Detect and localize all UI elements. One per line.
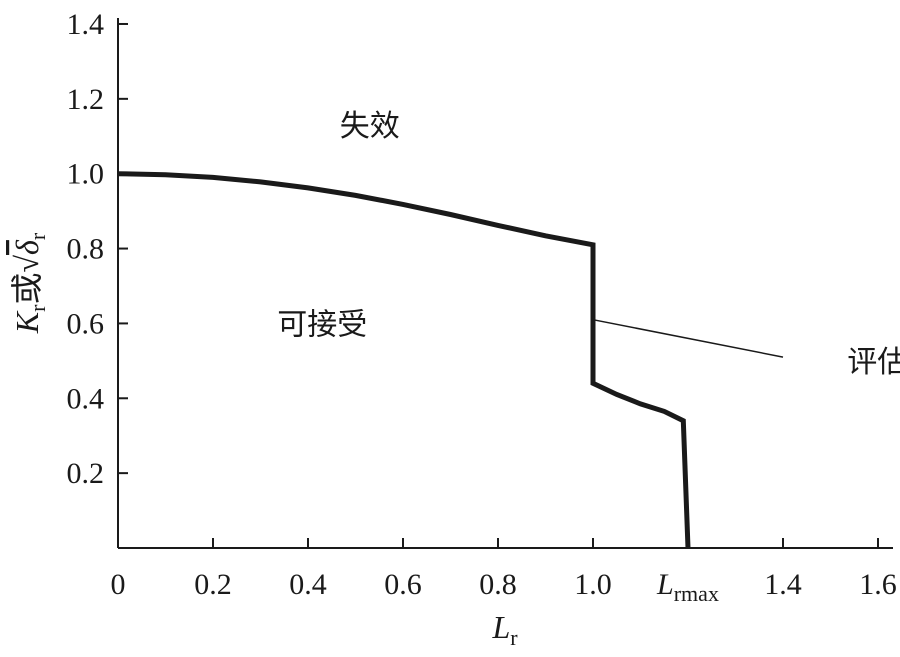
y-tick-label: 0.6: [67, 307, 105, 340]
y-tick-label: 0.4: [67, 382, 105, 415]
x-tick-label: 1.4: [764, 568, 802, 601]
x-tick-label: 1.0: [574, 568, 612, 601]
x-axis-title: Lr: [491, 609, 518, 650]
y-axis-title: Kr或√δr: [8, 232, 50, 334]
x-tick-label: Lrmax: [656, 568, 719, 606]
x-tick-label: 0.6: [384, 568, 422, 601]
series: [117, 171, 691, 549]
y-tick-label: 0.2: [67, 457, 105, 490]
y-tick-label: 1.4: [67, 8, 105, 41]
y-tick-label: 0.8: [67, 233, 105, 266]
x-tick-label: 0.4: [289, 568, 327, 601]
assessment-line-pointer: [592, 318, 784, 358]
x-tick-label: 1.6: [859, 568, 897, 601]
y-tick-label: 1.2: [67, 83, 105, 116]
x-tick-label: 0: [111, 568, 126, 601]
annotations: 失效可接受评估线: [277, 109, 900, 380]
y-tick-label: 1.0: [67, 158, 105, 191]
x-tick-label: 0.8: [479, 568, 517, 601]
axis-titles: Lr Kr或√δr: [8, 232, 518, 650]
ticks: 0 0.2 0.4 0.6 0.8 1.0 Lrmax 1.4 1.6 0.2 0.4 0.6 0.8 1…: [67, 8, 897, 606]
axes: [117, 18, 893, 549]
x-tick-label: 0.2: [194, 568, 232, 601]
assessment-curve: [117, 171, 691, 549]
acceptable-region-label: 可接受: [277, 307, 367, 342]
failure-region-label: 失效: [340, 109, 400, 144]
assessment-line-label: 评估线: [847, 345, 900, 380]
